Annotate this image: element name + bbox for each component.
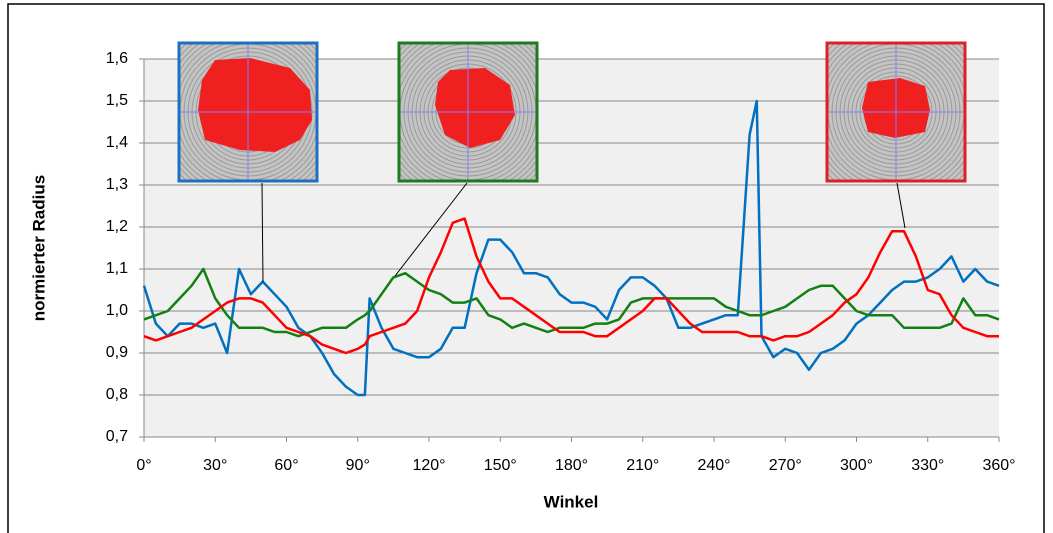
series-line bbox=[143, 267, 1000, 338]
y-tick-label: 0,8 bbox=[106, 386, 128, 403]
y-tick-label: 1,2 bbox=[106, 218, 128, 235]
inset-frame bbox=[397, 41, 539, 183]
y-tick-label: 0,9 bbox=[106, 344, 128, 361]
x-tick-label: 60° bbox=[274, 457, 298, 474]
x-axis-title: Winkel bbox=[544, 492, 599, 511]
x-tick-label: 0° bbox=[136, 457, 151, 474]
inset bbox=[180, 44, 316, 180]
inset-frame bbox=[177, 41, 319, 183]
y-tick-label: 1,4 bbox=[106, 134, 128, 151]
series-line bbox=[143, 217, 999, 355]
x-tick-label: 330° bbox=[911, 457, 944, 474]
x-tick-label: 360° bbox=[982, 457, 1015, 474]
inset-frame bbox=[825, 41, 967, 183]
x-tick-label: 30° bbox=[203, 457, 227, 474]
x-tick-label: 90° bbox=[346, 457, 370, 474]
blob bbox=[198, 58, 312, 152]
y-tick-label: 1,0 bbox=[106, 302, 128, 319]
x-tick-label: 180° bbox=[555, 457, 588, 474]
x-tick-label: 210° bbox=[626, 457, 659, 474]
inset bbox=[828, 44, 964, 180]
connector bbox=[896, 182, 906, 229]
y-tick-label: 1,3 bbox=[106, 176, 128, 193]
y-tick-label: 1,1 bbox=[106, 260, 128, 277]
connector bbox=[394, 182, 468, 277]
x-tick-label: 270° bbox=[769, 457, 802, 474]
y-tick-label: 0,7 bbox=[106, 428, 128, 445]
frame bbox=[7, 3, 1045, 533]
insets bbox=[177, 41, 967, 183]
x-tick-label: 120° bbox=[412, 457, 445, 474]
x-tick-label: 240° bbox=[697, 457, 730, 474]
connector bbox=[261, 182, 264, 283]
x-tick-label: 300° bbox=[840, 457, 873, 474]
y-axis-title: normierter Radius bbox=[29, 175, 48, 321]
y-tick-label: 1,6 bbox=[106, 50, 128, 67]
inset bbox=[400, 44, 536, 180]
series-line bbox=[142, 99, 1000, 397]
y-tick-label: 1,5 bbox=[106, 92, 128, 109]
x-tick-label: 150° bbox=[484, 457, 517, 474]
blob bbox=[435, 68, 515, 148]
lines bbox=[142, 99, 1000, 397]
